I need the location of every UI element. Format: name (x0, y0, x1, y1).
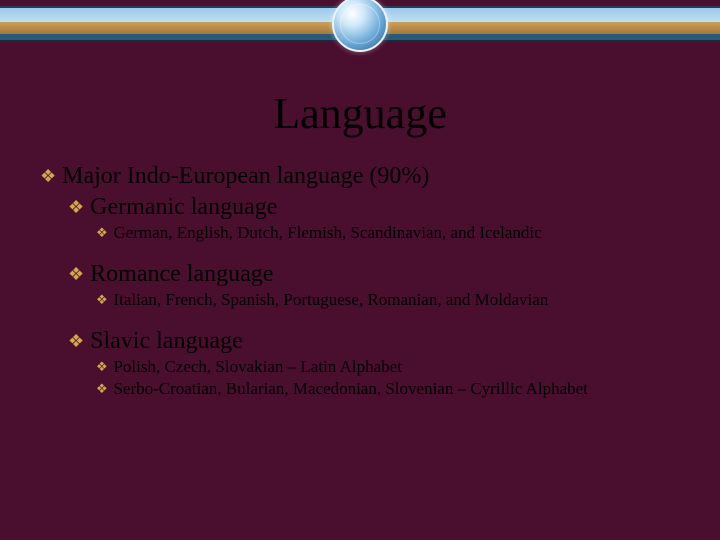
bullet-slavic-a: ❖ Polish, Czech, Slovakian – Latin Alphab… (96, 357, 680, 377)
bullet-germanic: ❖ Germanic language (68, 194, 680, 221)
text-romance: Romance language (90, 261, 273, 287)
text-germanic-detail: German, English, Dutch, Flemish, Scandin… (113, 223, 541, 242)
text-germanic: Germanic language (90, 194, 277, 220)
text-romance-detail: Italian, French, Spanish, Portuguese, Ro… (113, 290, 548, 309)
bullet-slavic-b: ❖ Serbo-Croatian, Bularian, Macedonian, S… (96, 379, 680, 399)
bullet-icon: ❖ (96, 360, 107, 375)
slide-title: Language (0, 88, 720, 139)
bullet-icon: ❖ (96, 226, 107, 241)
bullet-icon: ❖ (68, 331, 84, 352)
text-major: Major Indo-European language (90%) (62, 163, 429, 189)
bullet-romance: ❖ Romance language (68, 261, 680, 288)
bullet-icon: ❖ (96, 382, 107, 397)
bullet-icon: ❖ (96, 293, 107, 308)
bullet-major: ❖ Major Indo-European language (90%) (40, 163, 680, 190)
globe-icon (332, 0, 388, 52)
header-banner (0, 0, 720, 48)
bullet-icon: ❖ (40, 166, 56, 187)
text-slavic-a: Polish, Czech, Slovakian – Latin Alphabe… (113, 357, 402, 376)
text-slavic-b: Serbo-Croatian, Bularian, Macedonian, Sl… (113, 379, 587, 398)
bullet-germanic-detail: ❖ German, English, Dutch, Flemish, Scandi… (96, 223, 680, 243)
bullet-slavic: ❖ Slavic language (68, 328, 680, 355)
bullet-romance-detail: ❖ Italian, French, Spanish, Portuguese, R… (96, 290, 680, 310)
bullet-icon: ❖ (68, 264, 84, 285)
text-slavic: Slavic language (90, 328, 243, 354)
slide-content: ❖ Major Indo-European language (90%) ❖ Ger… (0, 163, 720, 399)
bullet-icon: ❖ (68, 197, 84, 218)
